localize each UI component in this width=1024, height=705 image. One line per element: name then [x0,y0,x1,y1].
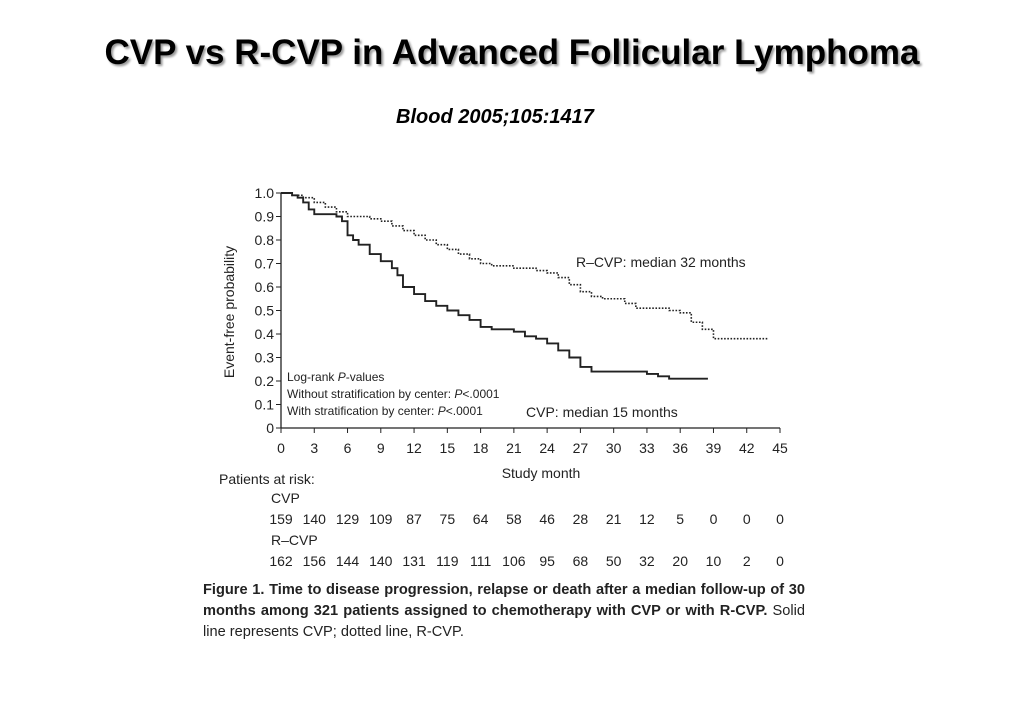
y-tick-label: 1.0 [255,185,275,201]
y-tick-label: 0.2 [255,373,275,389]
x-tick-label: 15 [440,440,456,456]
at-risk-value: 12 [639,511,655,527]
at-risk-value: 5 [676,511,684,527]
at-risk-value: 64 [473,511,489,527]
at-risk-value: 0 [710,511,718,527]
series-line-rcvp [281,192,769,340]
at-risk-value: 159 [269,511,293,527]
x-tick-label: 36 [672,440,688,456]
y-tick-label: 0.3 [255,350,275,366]
y-tick-label: 0.8 [255,232,275,248]
at-risk-value: 46 [539,511,555,527]
at-risk-row-label-rcvp: R–CVP [271,532,318,548]
chart-ticks: 0 3 6 9 12 15 18 21 24 27 30 33 36 39 42 4500.10.20.30.… [255,185,788,456]
x-tick-label: 12 [406,440,422,456]
at-risk-value: 131 [402,553,426,569]
x-tick-label: 45 [772,440,788,456]
y-tick-label: 0.1 [255,397,275,413]
at-risk-value: 162 [269,553,293,569]
x-tick-label: 0 [277,440,285,456]
x-tick-label: 3 [310,440,318,456]
at-risk-value: 106 [502,553,526,569]
at-risk-value: 21 [606,511,622,527]
at-risk-value: 109 [369,511,393,527]
y-tick-label: 0 [266,420,274,436]
x-tick-label: 18 [473,440,489,456]
caption-plain: Solid line represents CVP; dotted line, … [203,603,805,640]
x-tick-label: 30 [606,440,622,456]
x-axis-label: Study month [502,465,581,481]
at-risk-row-label-cvp: CVP [271,490,300,506]
series-line-cvp [281,192,708,380]
x-tick-label: 33 [639,440,655,456]
at-risk-value: 50 [606,553,622,569]
at-risk-value: 144 [336,553,360,569]
at-risk-value: 0 [776,511,784,527]
logrank-with-stratification: With stratification by center: P<.0001 [287,404,483,418]
y-tick-label: 0.4 [255,326,275,342]
figure-caption: Figure 1. Time to disease progression, r… [203,580,805,643]
x-tick-label: 27 [573,440,589,456]
at-risk-value: 156 [303,553,327,569]
at-risk-value: 28 [573,511,589,527]
y-tick-label: 0.6 [255,279,275,295]
x-tick-label: 21 [506,440,522,456]
citation: Blood 2005;105:1417 [396,106,594,128]
chart-curves [281,192,769,380]
y-axis-label: Event-free probability [221,246,237,378]
at-risk-title: Patients at risk: [219,471,315,487]
at-risk-value: 32 [639,553,655,569]
at-risk-value: 68 [573,553,589,569]
y-tick-label: 0.7 [255,256,275,272]
at-risk-value: 111 [470,553,491,569]
at-risk-value: 58 [506,511,522,527]
at-risk-value: 129 [336,511,360,527]
logrank-title: Log-rank P-values [287,370,384,384]
logrank-without-stratification: Without stratification by center: P<.000… [287,387,500,401]
slide-title: CVP vs R-CVP in Advanced Follicular Lymp… [104,33,920,72]
at-risk-value: 0 [776,553,784,569]
at-risk-value: 2 [743,553,751,569]
at-risk-value: 10 [706,553,722,569]
rcvp-median-label: R–CVP: median 32 months [576,254,746,270]
x-tick-label: 42 [739,440,755,456]
x-tick-label: 9 [377,440,385,456]
x-tick-label: 6 [344,440,352,456]
at-risk-value: 95 [539,553,555,569]
at-risk-value: 20 [672,553,688,569]
y-tick-label: 0.9 [255,209,275,225]
at-risk-value: 87 [406,511,422,527]
cvp-median-label: CVP: median 15 months [526,404,678,420]
at-risk-value: 75 [440,511,456,527]
at-risk-value: 140 [369,553,393,569]
x-tick-label: 24 [539,440,555,456]
caption-bold: Figure 1. Time to disease progression, r… [203,582,805,619]
at-risk-value: 140 [303,511,327,527]
y-tick-label: 0.5 [255,303,275,319]
at-risk-value: 119 [436,553,459,569]
at-risk-value: 0 [743,511,751,527]
x-tick-label: 39 [706,440,722,456]
